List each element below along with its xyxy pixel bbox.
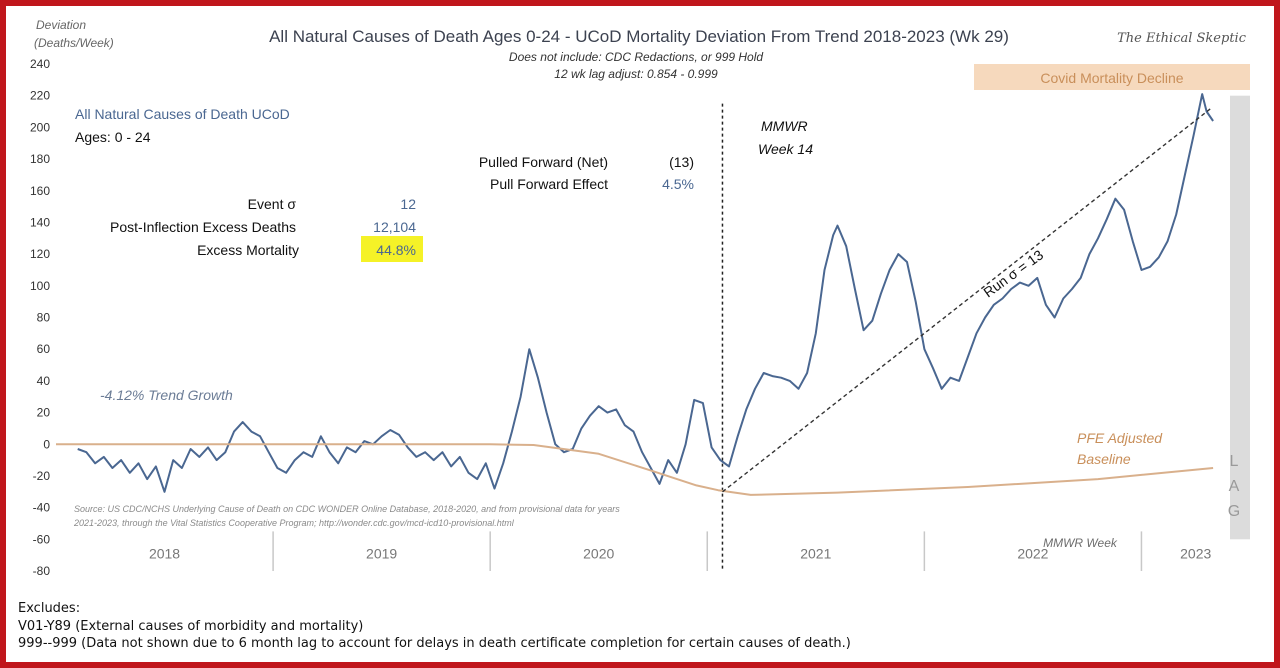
ages-label: Ages: 0 - 24	[75, 129, 151, 145]
y-tick-label: 180	[30, 152, 50, 166]
mmwr-week-label-2: Week 14	[758, 141, 813, 157]
y-tick-label: 0	[43, 437, 50, 451]
y-tick-label: 220	[30, 89, 50, 103]
y-tick-label: 140	[30, 215, 50, 229]
notes-line-1: V01-Y89 (External causes of morbidity an…	[18, 618, 364, 634]
pull-forward-effect-value: 4.5%	[662, 176, 694, 192]
event-sigma-value: 12	[400, 196, 416, 212]
y-tick-label: -40	[33, 501, 51, 515]
x-axis-label: MMWR Week	[1043, 536, 1118, 550]
chart-subtitle-1: Does not include: CDC Redactions, or 999…	[509, 50, 763, 64]
event-sigma-label: Event σ	[248, 196, 297, 212]
trend-growth-label: -4.12% Trend Growth	[100, 387, 233, 403]
y-axis-label-2: (Deaths/Week)	[34, 36, 114, 50]
pulled-forward-label: Pulled Forward (Net)	[479, 154, 608, 170]
series-line-2	[722, 107, 1212, 493]
y-tick-label: 200	[30, 120, 50, 134]
excess-mortality-highlight	[361, 236, 423, 262]
mortality-chart: -80 -60 -40 -20 0 20 40 60 80 100 120 140 160 180 200 2…	[30, 18, 1250, 578]
notes-heading: Excludes:	[18, 601, 81, 616]
x-category-label: 2021	[800, 546, 831, 562]
lag-letter-g: G	[1228, 503, 1240, 520]
lag-band	[1230, 95, 1250, 540]
x-category-label: 2019	[366, 546, 397, 562]
y-tick-label: 100	[30, 279, 50, 293]
exclusion-notes: Excludes: V01-Y89 (External causes of mo…	[18, 600, 1268, 653]
y-tick-label: 120	[30, 247, 50, 261]
excess-deaths-value: 12,104	[373, 219, 416, 235]
pfe-baseline-label-1: PFE Adjusted	[1077, 430, 1163, 446]
y-tick-label: 20	[37, 406, 51, 420]
chart-frame: -80 -60 -40 -20 0 20 40 60 80 100 120 140 160 180 200 2…	[6, 6, 1274, 662]
covid-decline-label: Covid Mortality Decline	[1040, 70, 1183, 86]
series-label: All Natural Causes of Death UCoD	[75, 106, 290, 122]
y-tick-label: -60	[33, 532, 51, 546]
covid-decline-band	[974, 64, 1250, 90]
y-tick-label: 80	[37, 311, 51, 325]
y-tick-label: 60	[37, 342, 51, 356]
x-category-label: 2022	[1017, 546, 1048, 562]
excess-mortality-value: 44.8%	[376, 242, 416, 258]
lag-letter-l: L	[1230, 453, 1239, 470]
pfe-baseline-label-2: Baseline	[1077, 451, 1131, 467]
x-category-label: 2018	[149, 546, 180, 562]
y-tick-label: -80	[33, 564, 51, 578]
pulled-forward-value: (13)	[669, 154, 694, 170]
x-category-label: 2020	[583, 546, 614, 562]
chart-title: All Natural Causes of Death Ages 0-24 - …	[269, 27, 1009, 46]
y-tick-label: 240	[30, 57, 50, 71]
series-line-1	[56, 443, 1214, 496]
y-tick-label: 40	[37, 374, 51, 388]
excess-deaths-label: Post-Inflection Excess Deaths	[110, 219, 296, 235]
notes-line-2: 999--999 (Data not shown due to 6 month …	[18, 636, 851, 651]
x-category-label: 2023	[1180, 546, 1211, 562]
source-note-1: Source: US CDC/NCHS Underlying Cause of …	[74, 504, 620, 514]
lag-letter-a: A	[1229, 478, 1240, 495]
y-tick-label: -20	[33, 469, 51, 483]
brand-label: The Ethical Skeptic	[1117, 31, 1247, 46]
run-sigma-label: Run σ = 13	[980, 246, 1046, 300]
excess-mortality-label: Excess Mortality	[197, 242, 299, 258]
source-note-2: 2021-2023, through the Vital Statistics …	[73, 518, 515, 528]
y-axis-label-1: Deviation	[36, 18, 86, 32]
mmwr-week-label-1: MMWR	[761, 118, 808, 134]
series-line-0	[77, 93, 1214, 493]
y-tick-label: 160	[30, 184, 50, 198]
pull-forward-effect-label: Pull Forward Effect	[490, 176, 608, 192]
chart-subtitle-2: 12 wk lag adjust: 0.854 - 0.999	[554, 67, 718, 81]
